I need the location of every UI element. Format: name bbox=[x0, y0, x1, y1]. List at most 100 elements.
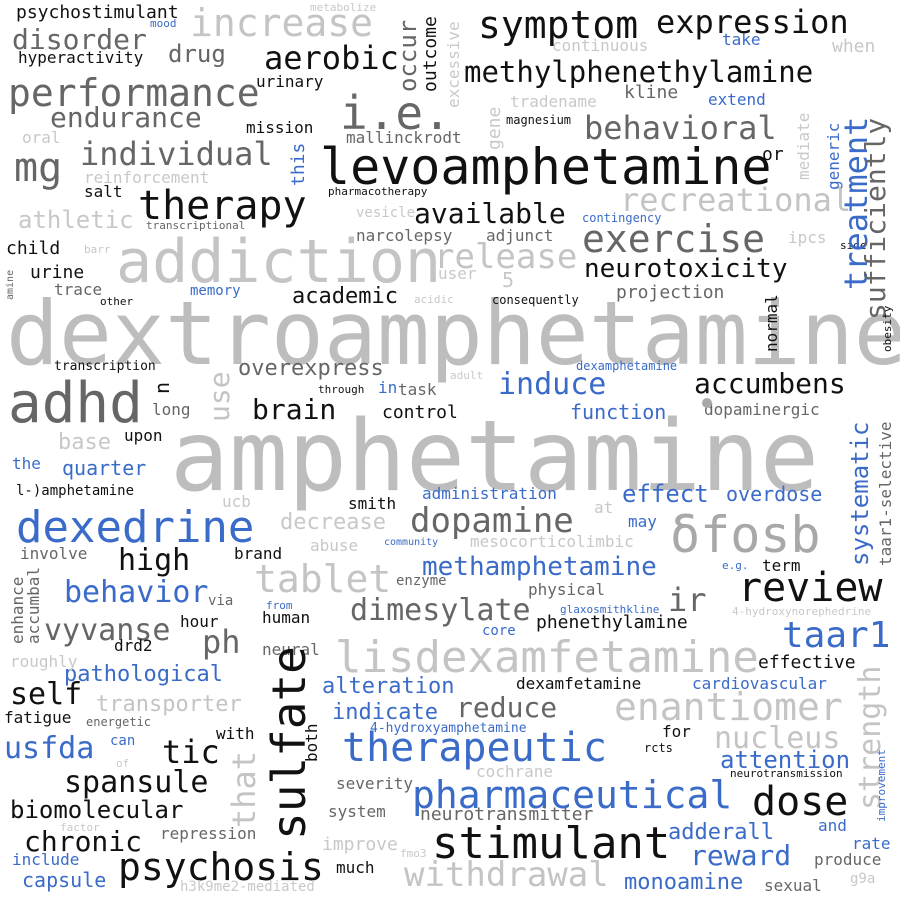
word-lisdexamfetamine: lisdexamfetamine bbox=[335, 632, 759, 683]
word-pharmaceutical: pharmaceutical bbox=[412, 773, 733, 817]
word-user: user bbox=[438, 264, 477, 283]
word-gene: gene bbox=[484, 106, 505, 150]
word-h3k9me2: h3k9me2-mediated bbox=[180, 879, 315, 895]
word-energetic: energetic bbox=[86, 715, 152, 729]
word-disorder: disorder bbox=[12, 23, 147, 56]
word-for: for bbox=[662, 722, 691, 741]
word-drug: drug bbox=[168, 40, 226, 68]
word-withdrawal: withdrawal bbox=[404, 855, 609, 895]
word-stimulant: stimulant bbox=[432, 818, 671, 869]
word-hour: hour bbox=[180, 612, 219, 631]
word-amine: amine bbox=[5, 269, 16, 300]
word-transporter: transporter bbox=[96, 692, 242, 717]
word-extend: extend bbox=[708, 90, 766, 109]
word-side: side bbox=[840, 239, 867, 252]
word-trace: trace bbox=[54, 280, 103, 299]
word-sufficiently: sufficiently bbox=[859, 117, 892, 320]
word-take: take bbox=[722, 30, 761, 49]
word-system: system bbox=[328, 802, 386, 821]
word-neurotoxicity: neurotoxicity bbox=[584, 254, 788, 284]
word-urine: urine bbox=[30, 262, 85, 283]
word-control: control bbox=[382, 402, 458, 423]
word-term: term bbox=[762, 556, 801, 575]
word-mediate: mediate bbox=[794, 112, 813, 180]
word-administration: administration bbox=[422, 484, 557, 503]
word-spansule: spansule bbox=[64, 765, 209, 800]
word-adjunct: adjunct bbox=[486, 226, 554, 245]
word-sexual: sexual bbox=[764, 876, 822, 895]
word-indicate: indicate bbox=[332, 700, 438, 725]
word-psychosis: psychosis bbox=[118, 845, 324, 889]
word-normal: normal bbox=[762, 294, 781, 352]
word-decrease: decrease bbox=[280, 510, 386, 535]
word-tablet: tablet bbox=[254, 557, 392, 601]
word-therapy: therapy bbox=[138, 183, 307, 229]
word-both: both bbox=[302, 723, 321, 762]
word-adult: adult bbox=[450, 369, 484, 382]
word-dextroamphetamine: dextroamphetamine bbox=[6, 282, 900, 385]
word-rate: rate bbox=[852, 834, 891, 853]
word-use: use bbox=[203, 371, 236, 422]
word-repression: repression bbox=[160, 824, 257, 843]
word-overdose: overdose bbox=[726, 482, 823, 506]
word-cardiovascular: cardiovascular bbox=[692, 674, 827, 693]
word-obesity: obesity bbox=[881, 305, 894, 352]
word-usfda: usfda bbox=[4, 731, 95, 766]
word-hydroxynorephedrine: 4-hydroxynorephedrine bbox=[732, 605, 872, 618]
word-5: 5 bbox=[502, 268, 515, 292]
word-upon: upon bbox=[124, 426, 163, 445]
word-hydroxyamphetamine: 4-hydroxyamphetamine bbox=[370, 721, 527, 736]
word-expression: expression bbox=[656, 3, 849, 41]
word-core: core bbox=[482, 623, 516, 639]
word-taar1: taar1 bbox=[782, 615, 891, 656]
word-dexamphetamine: dexamphetamine bbox=[576, 359, 678, 373]
word-tradename: tradename bbox=[510, 92, 597, 111]
word-occur: occur bbox=[394, 19, 422, 92]
word-human: human bbox=[262, 608, 311, 627]
word-induce: induce bbox=[498, 367, 607, 402]
word-consequently: consequently bbox=[492, 293, 579, 307]
word-mission: mission bbox=[246, 118, 314, 137]
word-nucleus: nucleus bbox=[714, 721, 841, 756]
word-child: child bbox=[6, 238, 61, 259]
word-methamphetamine: methamphetamine bbox=[422, 552, 657, 582]
word-projection: projection bbox=[616, 282, 725, 303]
word-roughly: roughly bbox=[10, 652, 78, 671]
word-tic: tic bbox=[162, 733, 220, 771]
word-chronic: chronic bbox=[24, 825, 143, 858]
word-neurotransmitter: neurotransmitter bbox=[420, 804, 594, 825]
word-eg: e.g. bbox=[722, 559, 749, 572]
word-glaxosmithkline: glaxosmithkline bbox=[560, 603, 660, 616]
word-aerobic: aerobic bbox=[264, 39, 399, 77]
word-that: that bbox=[225, 750, 263, 828]
word-acidic: acidic bbox=[414, 293, 454, 306]
word-enzyme: enzyme bbox=[396, 573, 447, 589]
word-dose: dose bbox=[752, 779, 849, 825]
word-dopamine: dopamine bbox=[410, 501, 574, 541]
word-rcts: rcts bbox=[644, 741, 673, 755]
word-recreational: recreational bbox=[620, 181, 852, 219]
word-fosb: δfosb bbox=[670, 506, 821, 564]
word-phenethylamine: phenethylamine bbox=[536, 612, 688, 633]
word-taar1selective: taar1-selective bbox=[876, 421, 895, 567]
word-at: at bbox=[594, 498, 614, 517]
word-psychostimulant: psychostimulant bbox=[16, 2, 179, 23]
word-or: or bbox=[762, 144, 784, 165]
word-dexamfetamine: dexamfetamine bbox=[516, 674, 642, 693]
word-transcriptional: transcriptional bbox=[146, 219, 246, 232]
word-generic: generic bbox=[824, 122, 843, 190]
word-biomolecular: biomolecular bbox=[10, 796, 184, 824]
word-accumbens: accumbens bbox=[694, 367, 846, 400]
word-function: function bbox=[570, 400, 667, 424]
word-lamphetamine: l-)amphetamine bbox=[16, 483, 135, 499]
word-of: of bbox=[116, 757, 130, 770]
word-exercise: exercise bbox=[582, 217, 766, 261]
word-neurotransmission: neurotransmission bbox=[730, 767, 843, 780]
word-this: this bbox=[288, 142, 309, 186]
word-quarter: quarter bbox=[62, 456, 147, 480]
word-alteration: alteration bbox=[322, 674, 455, 699]
word-ie: i.e. bbox=[340, 86, 451, 140]
word-available: available bbox=[414, 197, 566, 230]
word-attention: attention bbox=[720, 746, 851, 774]
word-abuse: abuse bbox=[310, 536, 359, 555]
